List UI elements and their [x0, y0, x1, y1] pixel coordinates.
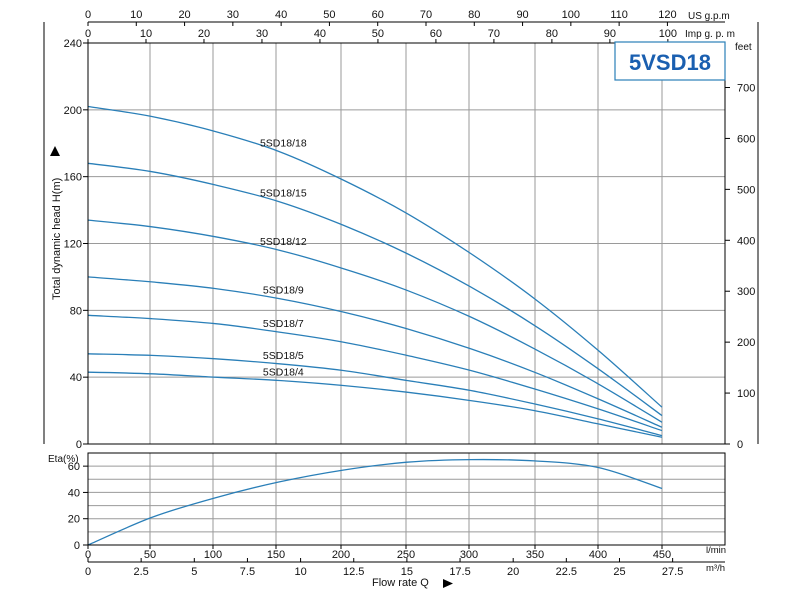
y-tick-label: 240 [64, 38, 82, 50]
x-tick-label: 150 [267, 549, 285, 561]
unit-us-gpm: US g.p.m [688, 11, 730, 22]
m3h-tick-label: 27.5 [662, 566, 683, 578]
eta-tick-label: 0 [74, 540, 80, 552]
feet-tick-label: 600 [737, 133, 755, 145]
m3h-tick-label: 17.5 [449, 566, 470, 578]
imp-gpm-tick-label: 60 [430, 28, 442, 40]
x-tick-label: 0 [85, 549, 91, 561]
m3h-tick-label: 25 [613, 566, 625, 578]
imp-gpm-tick-label: 80 [546, 28, 558, 40]
m3h-tick-label: 10 [294, 566, 306, 578]
m3h-tick-label: 5 [191, 566, 197, 578]
head-curve-5SD18-18 [87, 105, 663, 408]
x-tick-label: 400 [589, 549, 607, 561]
feet-tick-label: 100 [737, 388, 755, 400]
feet-tick-label: 700 [737, 83, 755, 95]
curve-label-5SD18-15: 5SD18/15 [260, 188, 307, 200]
imp-gpm-tick-label: 30 [256, 28, 268, 40]
head-curve-5SD18-4 [87, 371, 663, 438]
head-curve-5SD18-9 [87, 276, 663, 428]
grid-layer [87, 42, 725, 546]
head-curve-5SD18-15 [87, 162, 663, 417]
us-gpm-tick-label: 70 [420, 9, 432, 21]
us-gpm-tick-label: 60 [372, 9, 384, 21]
us-gpm-tick-label: 100 [562, 9, 580, 21]
x-axis-title: Flow rate Q [372, 577, 429, 589]
eta-tick-label: 60 [68, 461, 80, 473]
y-tick-label: 200 [64, 105, 82, 117]
y-tick-label: 160 [64, 172, 82, 184]
us-gpm-tick-label: 90 [516, 9, 528, 21]
head-curve-5SD18-7 [87, 314, 663, 432]
eta-tick-label: 20 [68, 514, 80, 526]
x-tick-label: 50 [144, 549, 156, 561]
unit-l-min: l/min [706, 545, 726, 556]
unit-feet: feet [735, 42, 752, 53]
us-gpm-tick-label: 10 [130, 9, 142, 21]
us-gpm-tick-label: 0 [85, 9, 91, 21]
head-curve-5SD18-5 [87, 353, 663, 437]
imp-gpm-tick-label: 20 [198, 28, 210, 40]
y-axis-title: Total dynamic head H(m) [51, 178, 63, 300]
imp-gpm-tick-label: 10 [140, 28, 152, 40]
unit-imp-gpm: Imp g. p. m [685, 29, 735, 40]
model-label-box [614, 41, 726, 81]
imp-gpm-tick-label: 50 [372, 28, 384, 40]
curve-label-5SD18-4: 5SD18/4 [263, 367, 304, 379]
us-gpm-tick-label: 120 [658, 9, 676, 21]
axis-layer [43, 21, 759, 563]
curve-label-5SD18-9: 5SD18/9 [263, 285, 304, 297]
x-tick-label: 100 [204, 549, 222, 561]
curve-label-5SD18-12: 5SD18/12 [260, 236, 307, 248]
unit-m3h: m³/h [706, 563, 725, 574]
curve-layer [87, 105, 663, 546]
imp-gpm-tick-label: 90 [604, 28, 616, 40]
m3h-tick-label: 20 [507, 566, 519, 578]
curve-label-5SD18-18: 5SD18/18 [260, 138, 307, 150]
m3h-tick-label: 2.5 [133, 566, 148, 578]
y-tick-label: 40 [70, 372, 82, 384]
eta-axis-title: Eta(%) [48, 454, 79, 465]
imp-gpm-tick-label: 40 [314, 28, 326, 40]
curve-label-5SD18-5: 5SD18/5 [263, 350, 304, 362]
y-axis-arrow-icon [50, 146, 60, 156]
head-curve-5SD18-12 [87, 219, 663, 423]
x-tick-label: 250 [397, 549, 415, 561]
y-tick-label: 120 [64, 239, 82, 251]
us-gpm-tick-label: 30 [227, 9, 239, 21]
m3h-tick-label: 12.5 [343, 566, 364, 578]
y-tick-label: 80 [70, 305, 82, 317]
m3h-tick-label: 15 [401, 566, 413, 578]
imp-gpm-tick-label: 100 [659, 28, 677, 40]
m3h-tick-label: 7.5 [240, 566, 255, 578]
model-label: 5VSD18 [629, 50, 711, 75]
us-gpm-tick-label: 80 [468, 9, 480, 21]
m3h-tick-label: 22.5 [556, 566, 577, 578]
us-gpm-tick-label: 110 [610, 9, 628, 21]
eta-tick-label: 40 [68, 487, 80, 499]
us-gpm-tick-label: 40 [275, 9, 287, 21]
x-tick-label: 200 [332, 549, 350, 561]
us-gpm-tick-label: 50 [323, 9, 335, 21]
x-tick-label: 350 [526, 549, 544, 561]
curve-label-5SD18-7: 5SD18/7 [263, 318, 304, 330]
efficiency-curve [87, 458, 663, 546]
y-tick-label: 0 [76, 439, 82, 451]
imp-gpm-tick-label: 0 [85, 28, 91, 40]
label-layer: 0408012016020024001002003004005006007000… [64, 9, 756, 578]
x-axis-arrow-icon [443, 579, 453, 588]
imp-gpm-tick-label: 70 [488, 28, 500, 40]
feet-tick-label: 300 [737, 286, 755, 298]
x-tick-label: 450 [653, 549, 671, 561]
feet-tick-label: 0 [737, 439, 743, 451]
x-tick-label: 300 [460, 549, 478, 561]
m3h-tick-label: 0 [85, 566, 91, 578]
feet-tick-label: 200 [737, 337, 755, 349]
feet-tick-label: 400 [737, 235, 755, 247]
feet-tick-label: 500 [737, 184, 755, 196]
us-gpm-tick-label: 20 [178, 9, 190, 21]
